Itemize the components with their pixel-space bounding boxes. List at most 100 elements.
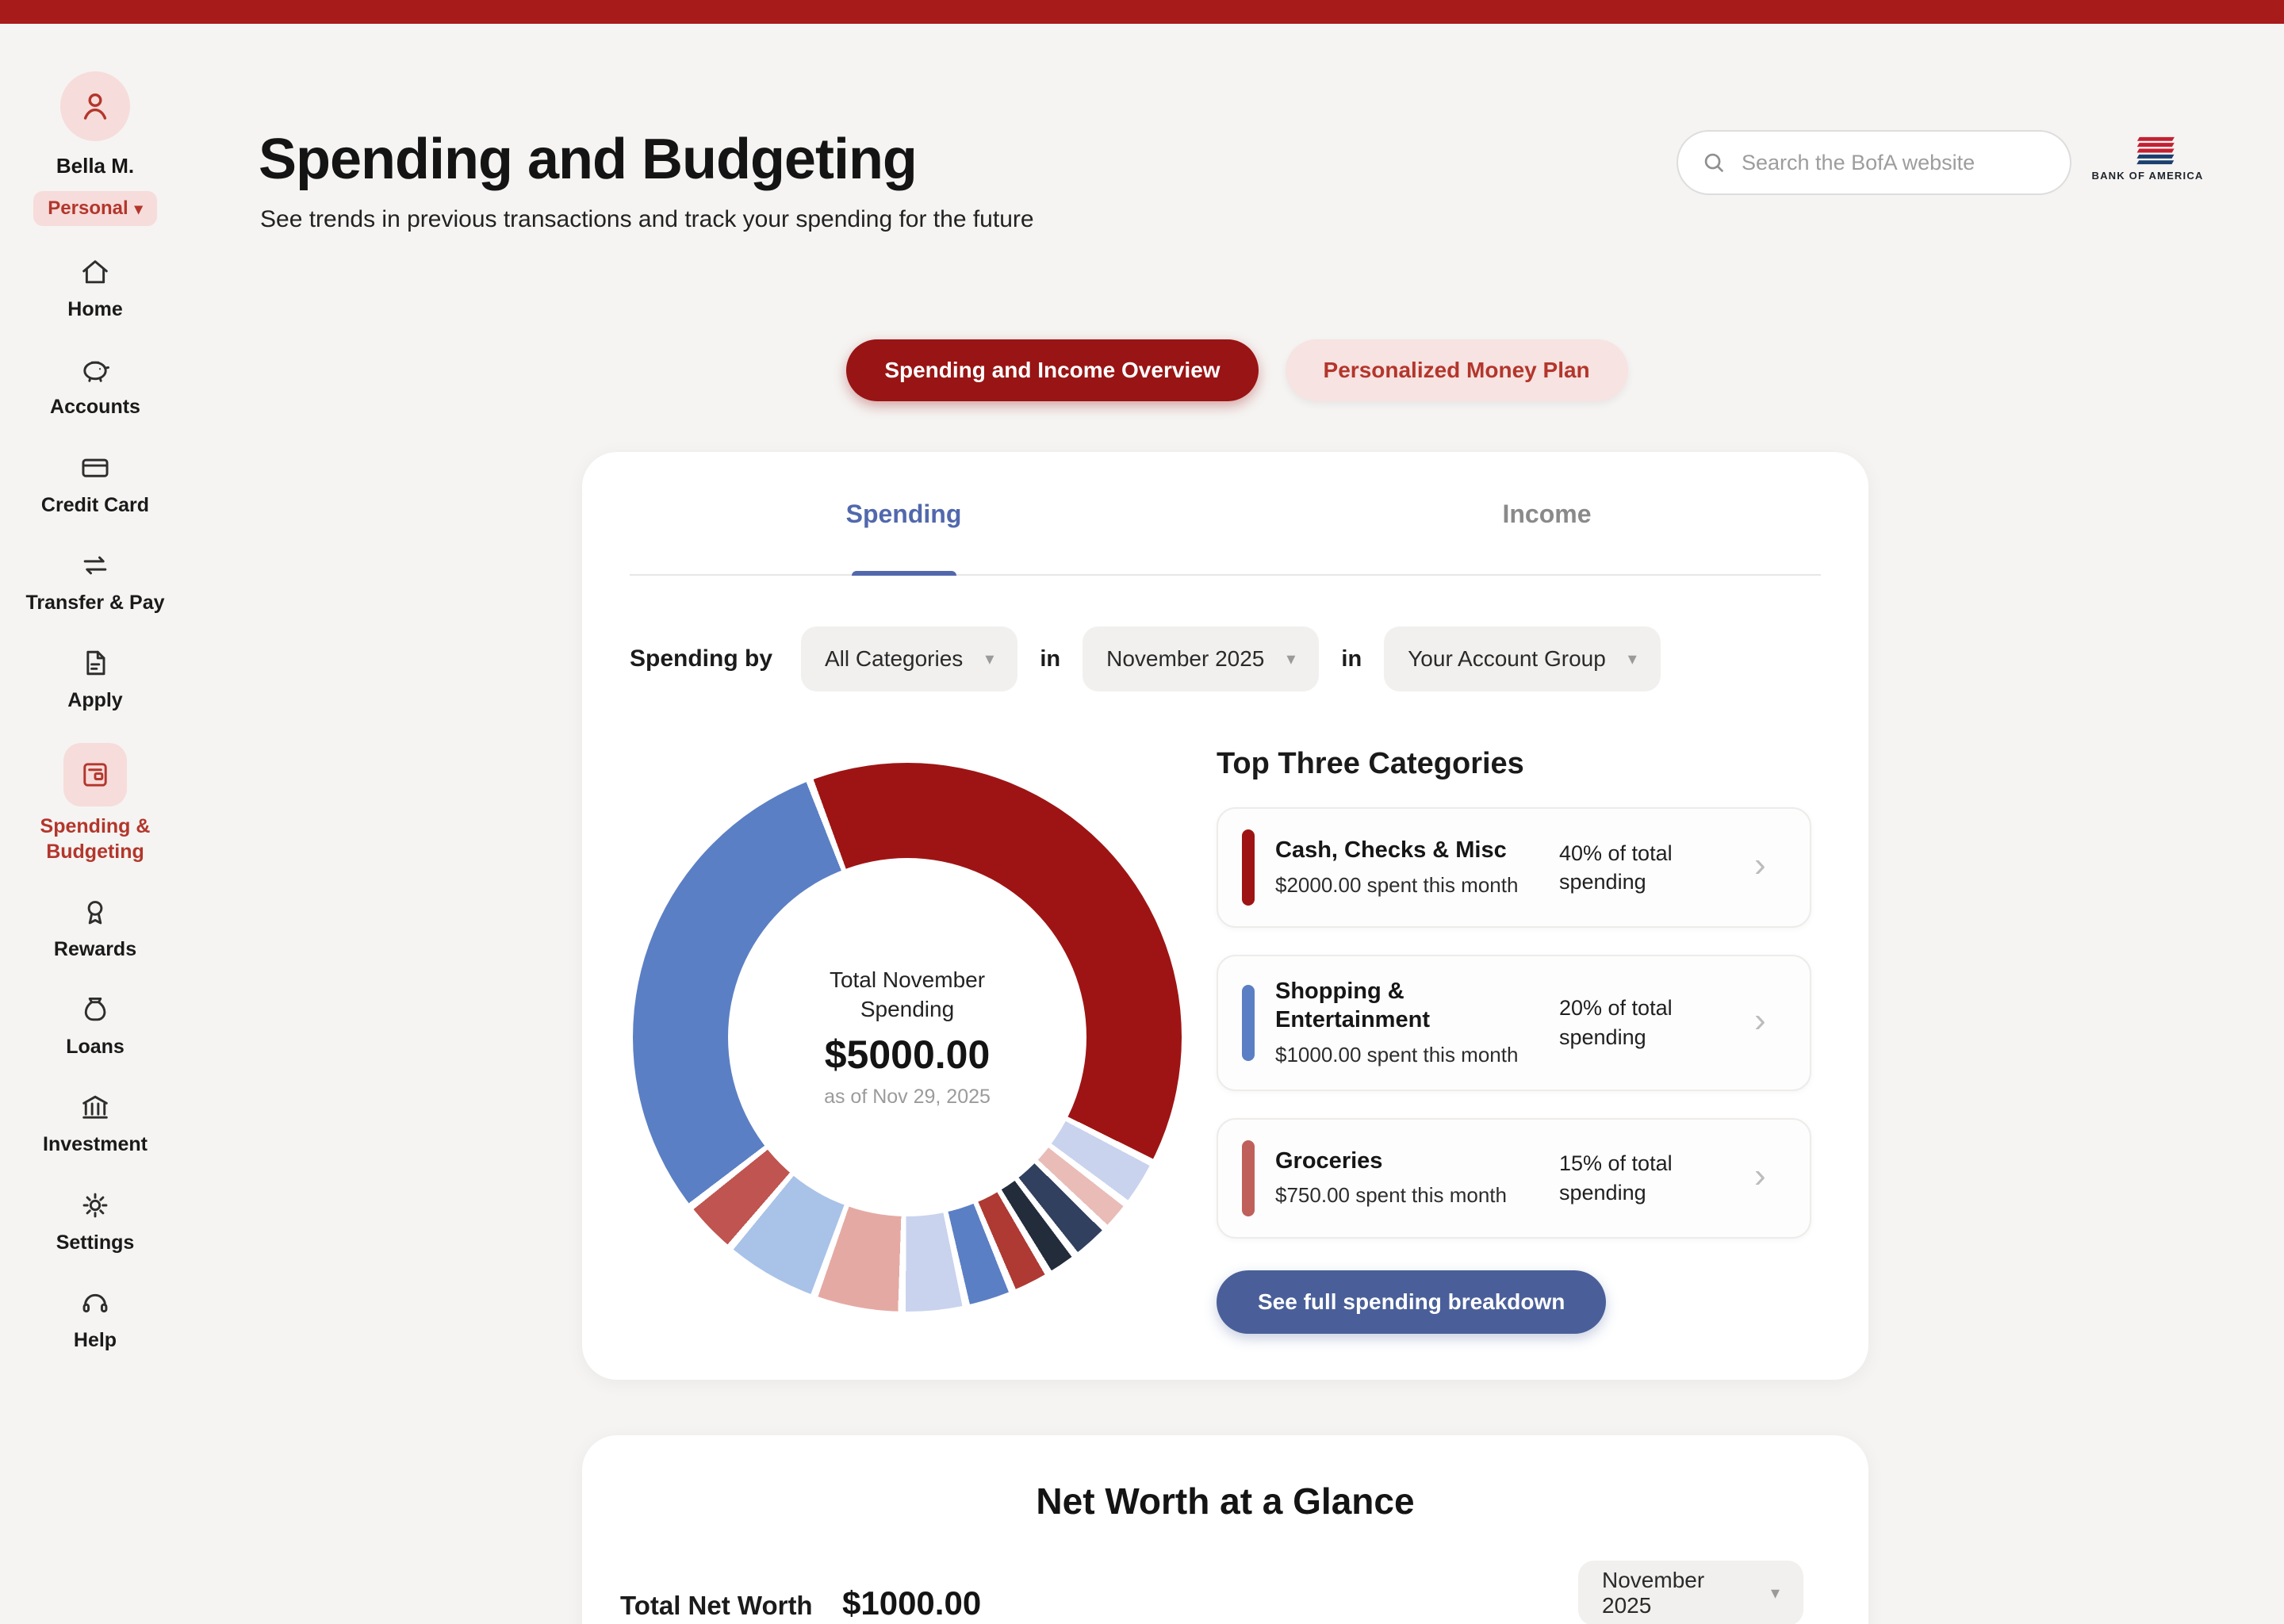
chevron-down-icon: ▾ <box>1627 649 1637 668</box>
medal-icon <box>87 900 103 925</box>
category-color-bar <box>1242 984 1255 1061</box>
category-share: 20% of total spending <box>1559 996 1673 1049</box>
home-icon <box>82 260 108 284</box>
page-subtitle: See trends in previous transactions and … <box>260 206 1034 232</box>
sidebar-item-loans[interactable]: Loans <box>66 992 125 1059</box>
sidebar-item-label: Settings <box>56 1231 135 1254</box>
sidebar-item-spending-budgeting[interactable]: Spending & Budgeting <box>13 743 178 864</box>
category-share: 40% of total spending <box>1559 841 1673 894</box>
tab-income[interactable]: Income <box>1502 499 1592 528</box>
category-amount: $2000.00 spent this month <box>1275 872 1519 897</box>
chevron-down-icon: ▾ <box>1286 649 1296 668</box>
site-search[interactable] <box>1677 130 2071 195</box>
category-name: Groceries <box>1275 1147 1383 1174</box>
chevron-right-icon: › <box>1754 845 1766 884</box>
category-share: 15% of total spending <box>1559 1151 1673 1205</box>
sidebar-item-help[interactable]: Help <box>74 1285 117 1353</box>
donut-title: Total November Spending <box>829 967 986 1021</box>
total-net-worth-value: $1000.00 <box>842 1584 982 1622</box>
month-filter-value: November 2025 <box>1106 646 1265 671</box>
sidebar-item-label: Help <box>73 1328 117 1351</box>
category-amount: $750.00 spent this month <box>1275 1183 1507 1208</box>
sidebar-item-home[interactable]: Home <box>67 255 123 322</box>
spending-donut-chart: Total November Spending $5000.00 as of N… <box>633 763 1182 1312</box>
donut-center-label: Total November Spending $5000.00 as of N… <box>633 763 1182 1312</box>
sidebar-item-label: Home <box>67 298 123 320</box>
category-name: Shopping & Entertainment <box>1275 979 1430 1033</box>
sidebar-item-credit-card[interactable]: Credit Card <box>41 450 149 518</box>
account-group-filter-dropdown[interactable]: Your Account Group ▾ <box>1384 626 1661 691</box>
avatar[interactable] <box>60 71 130 141</box>
chevron-right-icon: › <box>1754 1000 1766 1040</box>
gear-icon <box>82 1193 108 1217</box>
category-card-cash-checks-misc[interactable]: Cash, Checks & Misc $2000.00 spent this … <box>1217 807 1811 928</box>
category-card-groceries[interactable]: Groceries $750.00 spent this month 15% o… <box>1217 1117 1811 1239</box>
sidebar-item-label: Investment <box>43 1133 148 1156</box>
spending-income-tabs: Spending Income <box>582 452 1868 576</box>
net-worth-month-dropdown[interactable]: November 2025 ▾ <box>1578 1561 1803 1624</box>
sidebar-item-rewards[interactable]: Rewards <box>54 894 136 962</box>
account-group-filter-value: Your Account Group <box>1408 646 1606 671</box>
spending-overview-card: Spending Income Spending by All Categori… <box>582 452 1868 1380</box>
sidebar-item-settings[interactable]: Settings <box>56 1188 135 1255</box>
see-full-breakdown-button[interactable]: See full spending breakdown <box>1217 1270 1607 1334</box>
sidebar-item-investment[interactable]: Investment <box>43 1090 148 1157</box>
category-filter-dropdown[interactable]: All Categories ▾ <box>801 626 1018 691</box>
spending-donut[interactable] <box>633 763 1182 1312</box>
category-card-shopping-entertainment[interactable]: Shopping & Entertainment $1000.00 spent … <box>1217 955 1811 1091</box>
category-filter-value: All Categories <box>825 646 964 671</box>
bank-of-america-logo: BANK OF AMERICA <box>2092 136 2202 182</box>
bank-columns-icon <box>82 1095 108 1119</box>
net-worth-heading: Net Worth at a Glance <box>1036 1480 1415 1522</box>
category-color-bar <box>1242 1139 1255 1216</box>
bofa-flag-icon <box>2136 136 2175 165</box>
sidebar-item-label: Transfer & Pay <box>25 591 165 614</box>
account-type-dropdown[interactable]: Personal ▾ <box>33 191 157 226</box>
credit-card-icon <box>82 458 109 477</box>
tab-spending[interactable]: Spending <box>582 452 1225 576</box>
transfer-arrows-icon <box>83 556 107 575</box>
chevron-right-icon: › <box>1754 1155 1766 1195</box>
donut-total-amount: $5000.00 <box>824 1032 991 1077</box>
sidebar-item-accounts[interactable]: Accounts <box>50 352 140 419</box>
user-name: Bella M. <box>56 154 135 178</box>
chevron-down-icon: ▾ <box>985 649 994 668</box>
filter-conjunction: in <box>1040 645 1061 672</box>
chevron-down-icon: ▾ <box>134 200 143 218</box>
sidebar-item-label: Spending & Budgeting <box>40 815 151 863</box>
net-worth-month-value: November 2025 <box>1602 1568 1705 1618</box>
top-categories-list: Cash, Checks & Misc $2000.00 spent this … <box>1217 807 1811 1239</box>
spending-budgeting-icon <box>63 743 127 807</box>
person-icon <box>83 93 107 120</box>
page-title: Spending and Budgeting <box>259 128 918 191</box>
sidebar-nav: Home Accounts Credit Card Transfer & Pay… <box>13 255 178 1353</box>
filter-label: Spending by <box>630 645 772 672</box>
donut-as-of-date: as of Nov 29, 2025 <box>824 1085 991 1108</box>
piggy-bank-icon <box>83 361 109 383</box>
sidebar-item-label: Credit Card <box>40 493 150 516</box>
category-name: Cash, Checks & Misc <box>1275 837 1507 864</box>
sidebar: Bella M. Personal ▾ Home Accounts Credit… <box>0 24 190 1624</box>
money-bag-icon <box>84 997 106 1021</box>
top-red-bar <box>0 0 2284 24</box>
spending-income-overview-button[interactable]: Spending and Income Overview <box>846 339 1259 401</box>
category-amount: $1000.00 spent this month <box>1275 1042 1519 1067</box>
total-net-worth-label: Total Net Worth <box>620 1591 813 1620</box>
brand-text: BANK OF AMERICA <box>2091 170 2204 182</box>
sidebar-item-label: Accounts <box>50 396 140 419</box>
headset-icon <box>82 1293 108 1312</box>
net-worth-card: Net Worth at a Glance Total Net Worth $1… <box>582 1435 1868 1624</box>
personalized-money-plan-button[interactable]: Personalized Money Plan <box>1285 339 1628 401</box>
account-type-label: Personal <box>48 197 128 219</box>
sidebar-item-apply[interactable]: Apply <box>67 645 123 713</box>
sidebar-item-label: Apply <box>67 689 123 711</box>
search-input[interactable] <box>1742 150 2048 175</box>
sidebar-item-label: Loans <box>66 1036 125 1058</box>
filter-conjunction: in <box>1341 645 1362 672</box>
sidebar-item-transfer-pay[interactable]: Transfer & Pay <box>25 548 165 615</box>
month-filter-dropdown[interactable]: November 2025 ▾ <box>1083 626 1320 691</box>
chevron-down-icon: ▾ <box>1770 1583 1780 1603</box>
view-toggle: Spending and Income Overview Personalize… <box>190 339 2284 401</box>
document-pencil-icon <box>86 650 105 676</box>
